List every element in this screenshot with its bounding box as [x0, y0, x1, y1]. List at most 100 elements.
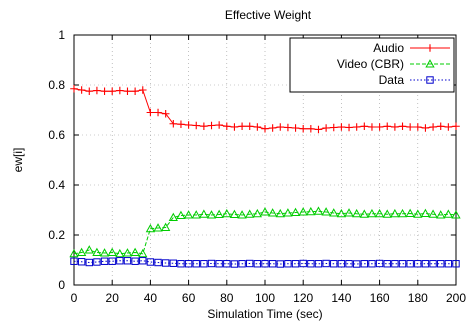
data-point-data: [406, 260, 414, 268]
data-point-data: [444, 260, 453, 268]
data-point-video-cbr: [153, 223, 163, 232]
x-tick-label: 200: [446, 291, 466, 305]
data-point-audio: [261, 124, 269, 133]
y-tick-labels: 0 0.2 0.4 0.6 0.8 1: [48, 28, 65, 292]
data-point-audio: [245, 122, 254, 131]
data-point-data: [383, 260, 391, 268]
data-point-data: [330, 260, 338, 268]
data-point-data: [360, 260, 369, 268]
data-point-audio: [223, 122, 231, 131]
x-tick-label: 20: [106, 291, 120, 305]
data-point-video-cbr: [329, 208, 339, 217]
data-point-audio: [284, 123, 292, 132]
data-point-video-cbr: [275, 208, 285, 218]
data-point-audio: [123, 87, 132, 96]
data-point-video-cbr: [267, 208, 278, 217]
data-point-data: [146, 258, 155, 266]
data-point-data: [261, 260, 269, 268]
data-point-data: [123, 257, 132, 265]
data-point-audio: [444, 123, 453, 131]
data-point-video-cbr: [176, 210, 186, 220]
data-point-audio: [131, 87, 139, 96]
legend: Audio Video (CBR) Data: [289, 37, 455, 93]
data-point-audio: [184, 121, 193, 129]
data-point-audio: [230, 123, 239, 131]
data-point-audio: [207, 121, 216, 130]
data-point-data: [192, 260, 200, 268]
data-point-video-cbr: [443, 209, 454, 218]
data-point-data: [108, 257, 116, 265]
data-point-audio: [291, 124, 300, 132]
data-point-audio: [192, 121, 201, 130]
data-point-data: [437, 260, 445, 268]
data-point-audio: [93, 86, 101, 95]
data-point-data: [345, 260, 353, 268]
data-point-data: [307, 260, 315, 268]
data-point-video-cbr: [76, 247, 87, 257]
data-point-data: [322, 259, 330, 268]
data-point-data: [253, 260, 262, 268]
data-point-data: [421, 260, 430, 268]
data-point-audio: [398, 122, 407, 131]
data-point-video-cbr: [344, 208, 354, 217]
data-point-video-cbr: [290, 207, 301, 217]
data-point-audio: [177, 120, 185, 129]
data-point-video-cbr: [183, 210, 194, 219]
legend-label-data: Data: [379, 73, 405, 87]
data-point-video-cbr: [283, 208, 293, 217]
data-point-data: [85, 258, 93, 267]
y-tick-label: 1: [58, 28, 65, 42]
data-point-audio: [253, 123, 262, 131]
data-point-data: [177, 260, 185, 268]
data-point-video-cbr: [397, 208, 408, 218]
data-point-video-cbr: [229, 209, 240, 219]
data-point-video-cbr: [298, 207, 308, 216]
legend-marker-data: [426, 76, 434, 84]
data-point-data: [238, 260, 246, 268]
data-point-video-cbr: [115, 248, 125, 258]
data-point-video-cbr: [145, 223, 156, 233]
data-point-audio: [307, 124, 315, 133]
data-point-video-cbr: [428, 209, 438, 218]
data-point-video-cbr: [84, 245, 94, 254]
data-point-video-cbr: [252, 208, 263, 218]
series-video-cbr: [69, 206, 461, 258]
data-point-audio: [268, 124, 277, 132]
data-point-data: [414, 260, 422, 268]
data-point-data: [139, 257, 147, 265]
data-point-video-cbr: [92, 247, 102, 257]
data-point-audio: [368, 123, 376, 131]
x-tick-label: 80: [220, 291, 234, 305]
y-tick-label: 0.4: [48, 178, 65, 192]
data-point-video-cbr: [199, 209, 209, 218]
y-tick-label: 0.2: [48, 228, 65, 242]
x-tick-label: 60: [182, 291, 196, 305]
data-point-video-cbr: [107, 247, 117, 257]
data-point-data: [268, 260, 277, 268]
data-point-video-cbr: [321, 207, 331, 216]
data-point-data: [200, 260, 208, 268]
data-point-video-cbr: [420, 208, 431, 218]
data-point-video-cbr: [214, 209, 224, 219]
data-point-audio: [352, 123, 361, 131]
data-point-video-cbr: [374, 208, 385, 218]
x-axis-label: Simulation Time (sec): [207, 307, 322, 321]
data-point-video-cbr: [222, 208, 232, 218]
data-point-data: [169, 259, 178, 267]
legend-marker-audio: [426, 44, 434, 52]
x-tick-label: 40: [144, 291, 158, 305]
chart-title: Effective Weight: [225, 8, 312, 22]
data-point-video-cbr: [99, 248, 110, 257]
data-point-video-cbr: [306, 206, 316, 216]
x-tick-label: 120: [293, 291, 313, 305]
data-point-data: [161, 259, 170, 267]
data-point-video-cbr: [413, 209, 423, 218]
data-point-video-cbr: [245, 209, 255, 218]
data-point-data: [246, 259, 254, 268]
series-line-data: [73, 260, 456, 265]
y-tick-label: 0.8: [48, 78, 65, 92]
data-point-audio: [322, 124, 330, 132]
data-point-data: [391, 260, 399, 268]
data-point-data: [314, 260, 323, 268]
